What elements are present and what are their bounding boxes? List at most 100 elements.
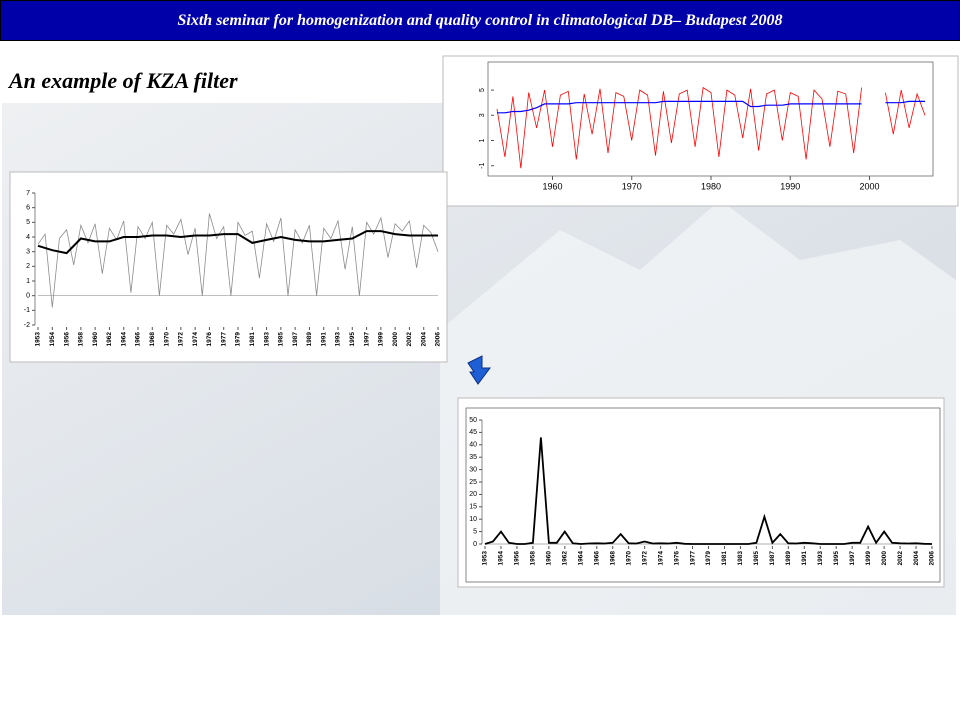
x-tick-label: 1990 (780, 181, 800, 191)
x-tick-label: 1960 (92, 332, 99, 347)
y-tick-label: 0 (473, 541, 477, 548)
data-line (496, 86, 926, 169)
chart-panel (457, 397, 945, 588)
x-tick-label: 1987 (769, 551, 776, 566)
x-tick-label: 1966 (135, 332, 142, 347)
plot-frame (465, 407, 941, 583)
x-tick-label: 1954 (498, 551, 505, 566)
x-tick-label: 1997 (363, 332, 370, 347)
x-tick-label: 1999 (865, 551, 872, 566)
x-tick-label: 2002 (897, 551, 904, 566)
x-tick-label: 1956 (514, 551, 521, 566)
y-tick-label: 5 (473, 528, 477, 535)
x-tick-label: 2002 (406, 332, 413, 347)
x-tick-label: 1981 (249, 332, 256, 347)
x-tick-label: 2006 (435, 332, 442, 347)
y-tick-label: 2 (26, 263, 30, 270)
x-tick-label: 1976 (673, 551, 680, 566)
y-tick-label: 1 (26, 278, 30, 285)
x-tick-label: 1995 (833, 551, 840, 566)
x-tick-label: 1991 (801, 551, 808, 566)
x-tick-label: 2006 (929, 551, 936, 566)
x-tick-label: 1977 (220, 332, 227, 347)
y-tick-label: 50 (469, 417, 477, 424)
x-tick-label: 1953 (35, 332, 42, 347)
y-tick-label: 7 (26, 190, 30, 197)
x-tick-label: 1977 (689, 551, 696, 566)
x-tick-label: 1974 (192, 332, 199, 347)
x-tick-label: 1976 (206, 332, 213, 347)
x-tick-label: 1972 (641, 551, 648, 566)
x-tick-label: 1987 (292, 332, 299, 347)
slide-title: An example of KZA filter (9, 68, 238, 93)
x-tick-label: 1962 (562, 551, 569, 566)
x-tick-label: 1979 (235, 332, 242, 347)
x-tick-label: 1980 (701, 181, 721, 191)
x-tick-label: 1964 (120, 332, 127, 347)
data-line (484, 437, 933, 545)
y-tick-label: 5 (26, 219, 30, 226)
x-tick-label: 2000 (881, 551, 888, 566)
x-tick-label: 1968 (149, 332, 156, 347)
header-title: Sixth seminar for homogenization and qua… (0, 0, 960, 41)
y-tick-label: -2 (24, 322, 30, 329)
x-tick-label: 1989 (306, 332, 313, 347)
data-line (37, 230, 438, 255)
x-tick-label: 1964 (578, 551, 585, 566)
x-tick-label: 1985 (753, 551, 760, 566)
y-tick-label: 45 (469, 429, 477, 436)
y-tick-label: 35 (469, 454, 477, 461)
x-tick-label: 1962 (106, 332, 113, 347)
y-tick-label: 0 (26, 293, 30, 300)
x-tick-label: 1995 (349, 332, 356, 347)
y-tick-label: -1 (24, 307, 30, 314)
x-tick-label: 2004 (420, 332, 427, 347)
x-tick-label: 1972 (178, 332, 185, 347)
x-tick-label: 1974 (657, 551, 664, 566)
x-tick-label: 1970 (163, 332, 170, 347)
data-line (497, 100, 925, 114)
x-tick-label: 1958 (78, 332, 85, 347)
x-tick-label: 1960 (542, 181, 562, 191)
x-tick-label: 1968 (609, 551, 616, 566)
x-tick-label: 2000 (860, 181, 880, 191)
y-tick-label: -1 (479, 162, 486, 168)
x-tick-label: 1991 (320, 332, 327, 347)
x-tick-label: 1956 (63, 332, 70, 347)
y-tick-label: 25 (469, 479, 477, 486)
x-tick-label: 1953 (482, 551, 489, 566)
x-tick-label: 1954 (49, 332, 56, 347)
x-tick-label: 2000 (392, 332, 399, 347)
x-tick-label: 1985 (278, 332, 285, 347)
x-tick-label: 1989 (785, 551, 792, 566)
y-tick-label: 6 (26, 205, 30, 212)
x-tick-label: 2004 (913, 551, 920, 566)
x-tick-label: 1970 (625, 551, 632, 566)
x-tick-label: 1979 (705, 551, 712, 566)
y-tick-label: 40 (469, 442, 477, 449)
x-tick-label: 1966 (593, 551, 600, 566)
x-tick-label: 1993 (817, 551, 824, 566)
x-tick-label: 1999 (378, 332, 385, 347)
arrow (467, 355, 491, 385)
x-tick-label: 1981 (721, 551, 728, 566)
x-tick-label: 1970 (622, 181, 642, 191)
x-tick-label: 1983 (737, 551, 744, 566)
chart-panel (442, 55, 959, 207)
chart-panel (9, 171, 448, 363)
y-tick-label: 30 (469, 466, 477, 473)
y-tick-label: 5 (479, 88, 486, 92)
y-tick-label: 3 (26, 249, 30, 256)
x-tick-label: 1958 (530, 551, 537, 566)
x-tick-label: 1993 (335, 332, 342, 347)
y-tick-label: 15 (469, 504, 477, 511)
y-tick-label: 1 (479, 138, 486, 142)
x-tick-label: 1983 (263, 332, 270, 347)
x-tick-label: 1960 (546, 551, 553, 566)
y-tick-label: 3 (479, 113, 486, 117)
y-tick-label: 4 (26, 234, 30, 241)
y-tick-label: 20 (469, 491, 477, 498)
x-tick-label: 1997 (849, 551, 856, 566)
